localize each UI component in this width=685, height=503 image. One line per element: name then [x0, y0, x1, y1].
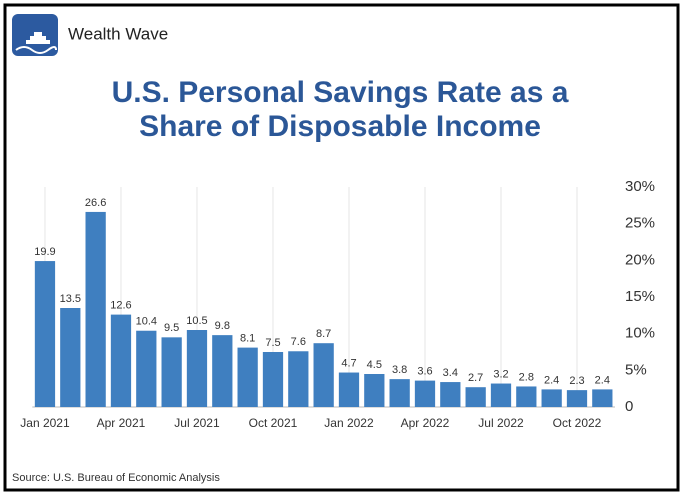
bar: [60, 308, 81, 407]
data-label: 3.4: [443, 367, 458, 379]
data-label: 3.2: [493, 368, 508, 380]
x-tick-label: Jan 2022: [324, 416, 374, 430]
bar: [465, 387, 486, 407]
y-tick-label: 20%: [625, 251, 655, 268]
bar: [516, 386, 537, 407]
bar: [186, 330, 208, 407]
bar: [85, 211, 106, 407]
logo: [12, 14, 58, 56]
bar: [110, 314, 132, 407]
brand: Wealth Wave: [68, 24, 168, 43]
data-label: 3.8: [392, 364, 407, 376]
data-label: 2.4: [595, 374, 610, 386]
data-label: 8.7: [316, 328, 331, 340]
data-label: 7.6: [291, 336, 306, 348]
bar: [212, 335, 233, 407]
data-label: 2.3: [569, 375, 584, 387]
data-label: 4.5: [367, 359, 382, 371]
data-label: 13.5: [60, 293, 81, 305]
bar: [414, 380, 436, 407]
data-label: 19.9: [34, 246, 55, 258]
bar: [389, 379, 410, 407]
chart-title: Share of Disposable Income: [139, 110, 541, 143]
bar: [440, 382, 461, 407]
data-label: 26.6: [85, 197, 106, 209]
source: Source: U.S. Bureau of Economic Analysis: [12, 472, 220, 484]
x-tick-label: Apr 2022: [401, 416, 450, 430]
data-label: 4.7: [341, 357, 356, 369]
bar: [338, 372, 360, 407]
bar: [566, 390, 588, 407]
data-label: 10.4: [136, 316, 157, 328]
y-tick-label: 10%: [625, 325, 655, 342]
frame: [3, 3, 680, 492]
x-tick-label: Jul 2021: [174, 416, 220, 430]
y-tick-label: 25%: [625, 215, 655, 232]
data-label: 3.6: [417, 366, 432, 378]
x-tick-label: Oct 2022: [553, 416, 602, 430]
data-label: 8.1: [240, 333, 255, 345]
chart-title: U.S. Personal Savings Rate as a: [112, 76, 569, 109]
y-tick-label: 30%: [625, 178, 655, 195]
bar: [161, 337, 182, 407]
data-label: 2.7: [468, 372, 483, 384]
bar: [288, 351, 309, 407]
data-label: 9.8: [215, 320, 230, 332]
x-tick-label: Apr 2021: [97, 416, 146, 430]
bar: [592, 389, 613, 407]
data-label: 10.5: [186, 315, 207, 327]
data-label: 12.6: [110, 300, 131, 312]
data-label: 2.8: [519, 371, 534, 383]
bar: [262, 352, 284, 407]
data-label: 7.5: [265, 337, 280, 349]
y-tick-label: 0: [625, 398, 633, 415]
data-label: 2.4: [544, 374, 559, 386]
bar: [541, 389, 562, 407]
y-tick-label: 5%: [625, 361, 647, 378]
x-tick-label: Jul 2022: [478, 416, 524, 430]
bar: [364, 374, 385, 407]
bar: [136, 330, 157, 407]
bar: [313, 343, 334, 407]
x-tick-label: Oct 2021: [249, 416, 298, 430]
y-tick-label: 15%: [625, 288, 655, 305]
data-label: 9.5: [164, 322, 179, 334]
bar: [34, 261, 56, 407]
bar: [237, 347, 258, 407]
x-tick-label: Jan 2021: [20, 416, 70, 430]
bar: [490, 383, 512, 407]
